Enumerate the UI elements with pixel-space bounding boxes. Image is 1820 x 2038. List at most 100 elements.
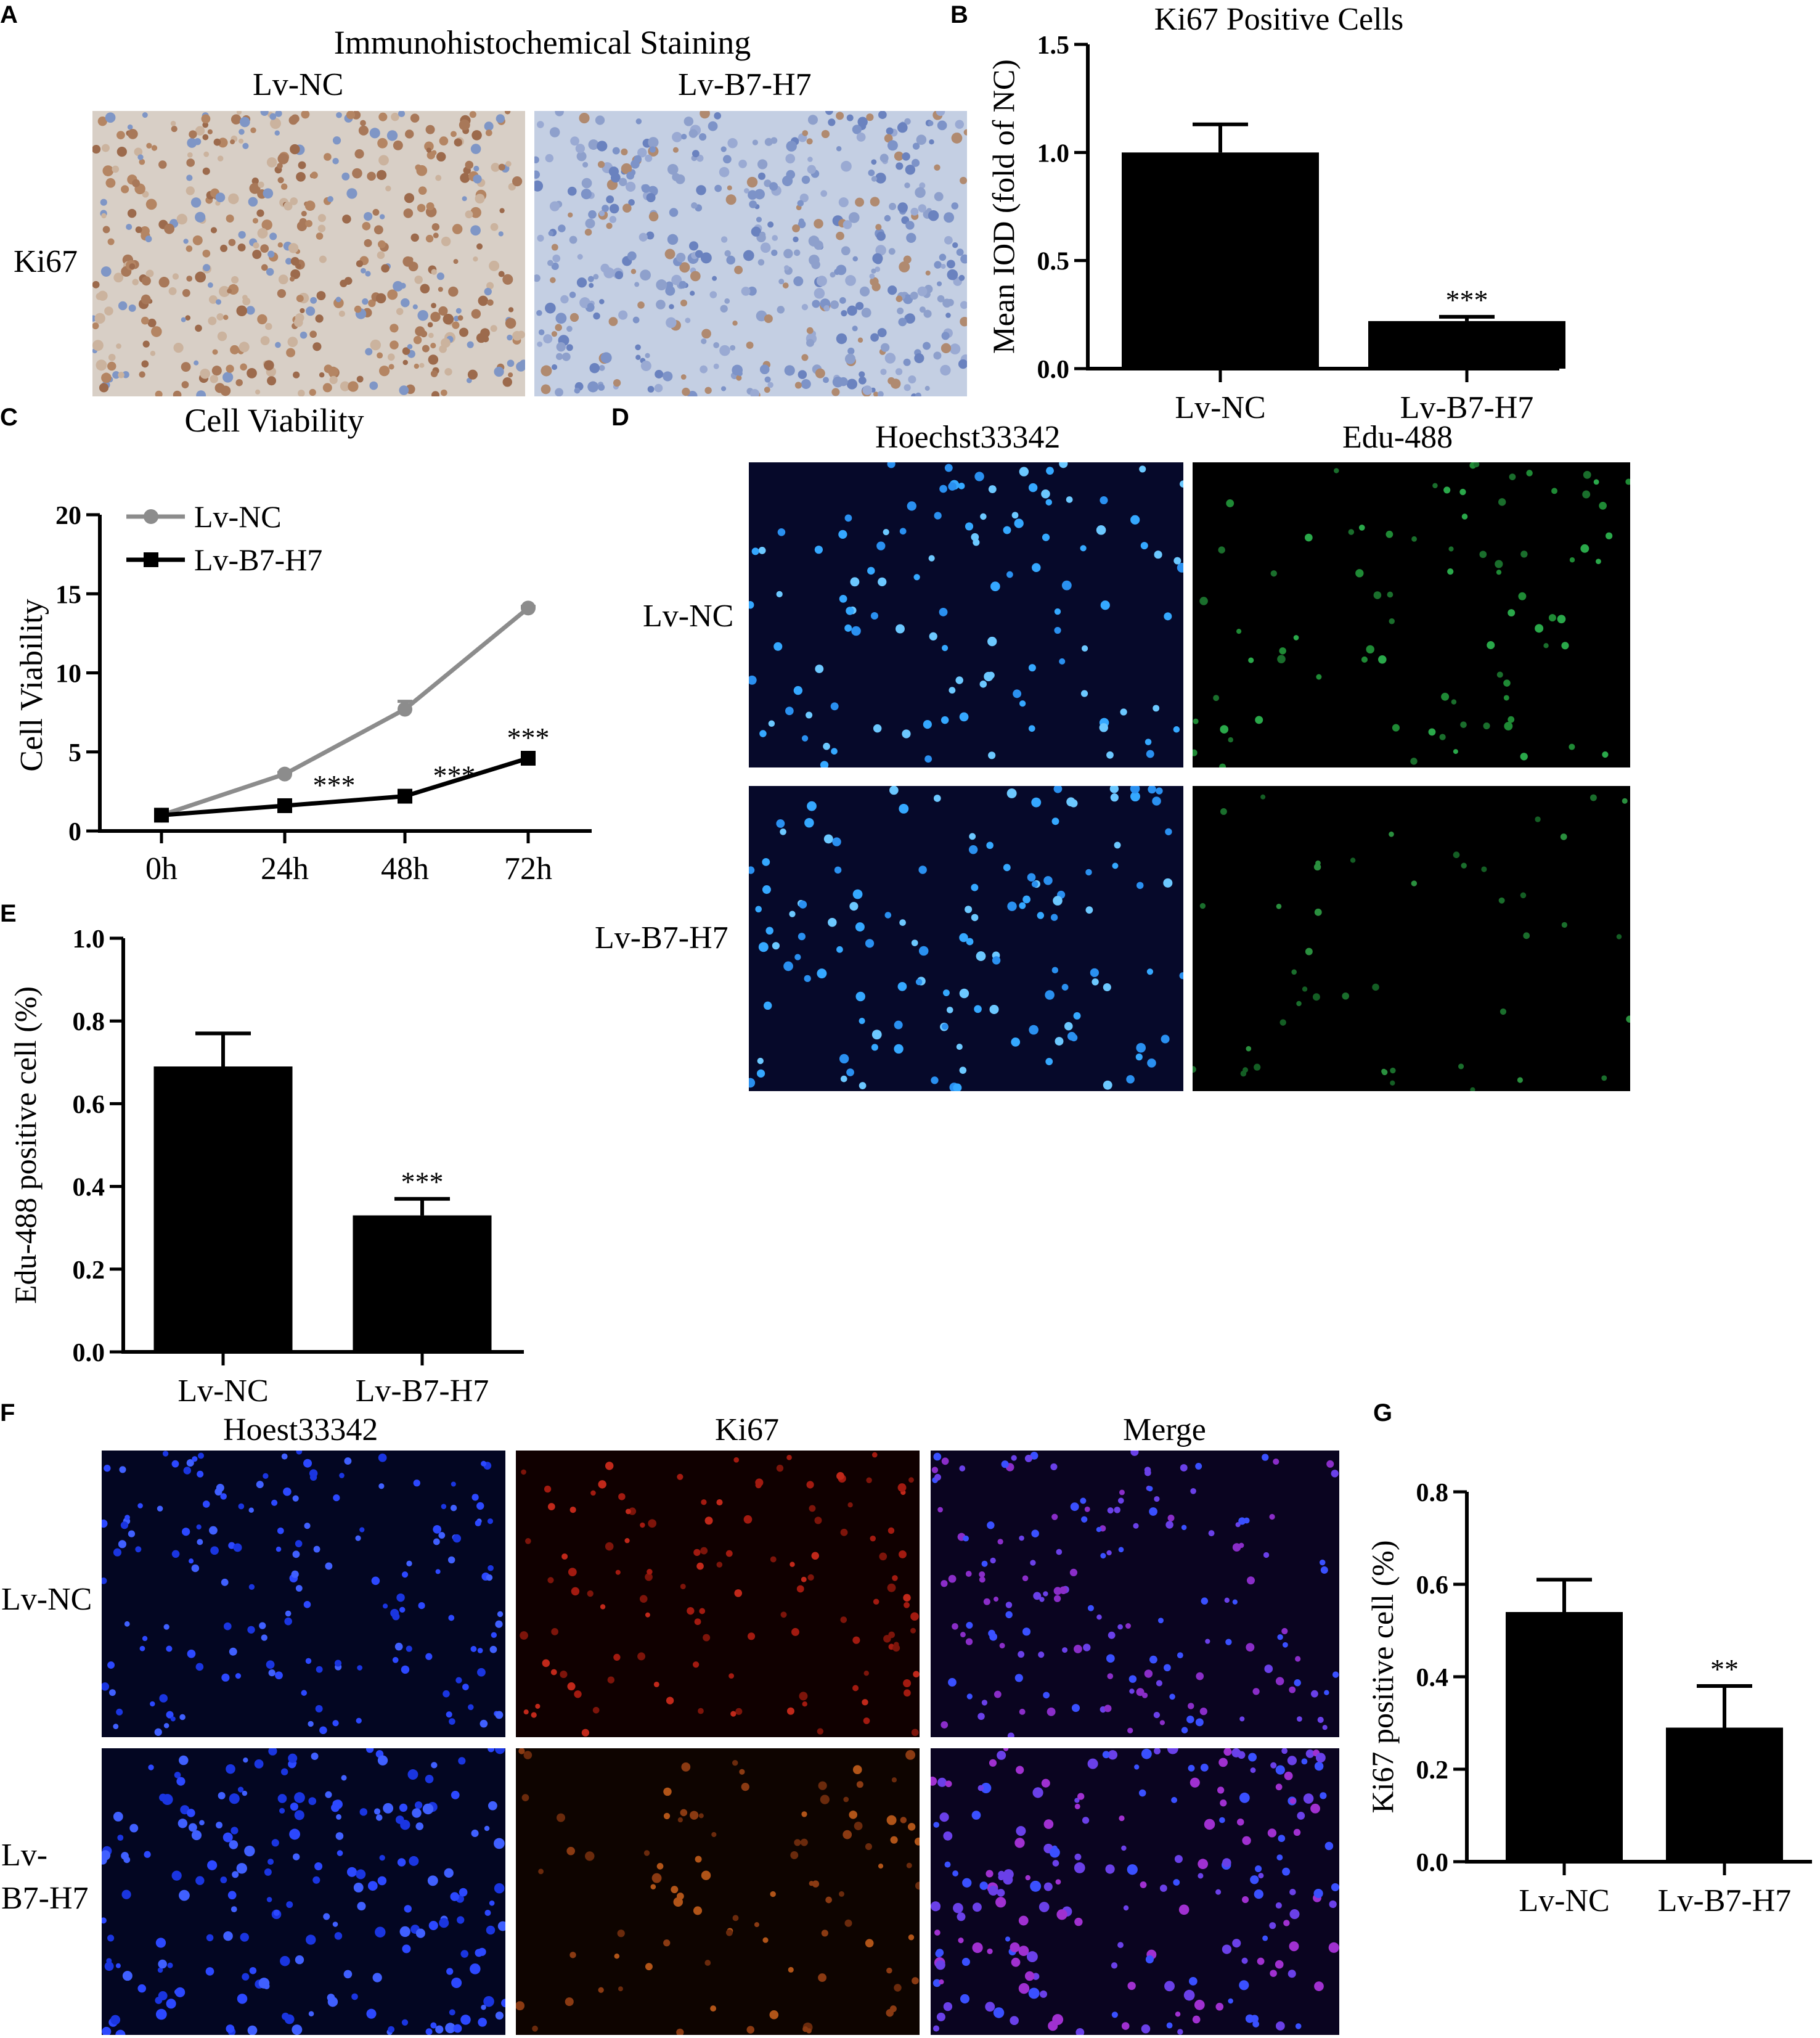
nucleus: [1500, 1008, 1507, 1015]
cell: [433, 232, 439, 239]
nucleus: [690, 1811, 699, 1820]
nucleus: [700, 1547, 708, 1555]
cell: [871, 159, 877, 165]
nucleus: [1270, 1970, 1277, 1977]
cell: [284, 202, 293, 211]
nucleus: [415, 1822, 424, 1830]
cell: [425, 125, 435, 134]
nucleus: [1277, 1634, 1283, 1640]
nucleus: [650, 1884, 656, 1890]
nucleus: [223, 1622, 232, 1631]
nucleus: [971, 1811, 981, 1820]
cell: [252, 250, 262, 260]
cell: [841, 160, 852, 172]
nucleus: [587, 1590, 594, 1597]
nucleus: [521, 1469, 526, 1475]
cell: [141, 316, 149, 325]
panel-b-letter: B: [950, 1, 968, 28]
nucleus: [277, 1794, 287, 1803]
nucleus: [847, 1502, 853, 1508]
nucleus: [945, 1780, 952, 1788]
nucleus: [102, 1917, 107, 1924]
cell: [555, 353, 563, 361]
cell: [671, 274, 682, 285]
nucleus: [987, 671, 995, 679]
nucleus: [357, 1902, 366, 1911]
nucleus: [605, 1462, 614, 1470]
cell: [300, 331, 308, 339]
cell: [431, 303, 436, 308]
nucleus: [1032, 1787, 1043, 1798]
cell: [730, 345, 736, 351]
nucleus: [1526, 470, 1533, 477]
cell: [847, 305, 857, 316]
cell: [393, 280, 403, 292]
nucleus: [412, 1808, 422, 1818]
nucleus: [481, 1460, 487, 1467]
cell: [588, 139, 599, 150]
nucleus: [1310, 1803, 1320, 1814]
cell: [293, 371, 300, 379]
nucleus: [406, 1560, 412, 1566]
cell: [713, 342, 720, 348]
cell: [537, 341, 543, 347]
nucleus: [1508, 609, 1516, 617]
nucleus: [1081, 1516, 1088, 1523]
cell: [905, 165, 916, 175]
nucleus: [178, 1819, 188, 1828]
nucleus: [1448, 546, 1454, 552]
nucleus: [637, 1652, 646, 1661]
nucleus: [977, 1713, 985, 1721]
nucleus: [1275, 1783, 1283, 1791]
y-tick-label: 5: [68, 739, 81, 767]
nucleus: [401, 2019, 409, 2026]
cell: [894, 151, 904, 161]
cell: [714, 184, 722, 192]
cell: [404, 193, 415, 203]
cell: [257, 227, 268, 239]
nucleus: [838, 1891, 845, 1897]
cell: [646, 231, 655, 240]
nucleus: [129, 1823, 139, 1833]
nucleus: [1164, 612, 1172, 621]
nucleus: [884, 912, 892, 919]
nucleus: [962, 1878, 972, 1888]
nucleus: [1334, 468, 1339, 473]
cell: [112, 371, 120, 379]
cell: [887, 140, 898, 151]
nucleus: [371, 1576, 380, 1586]
nucleus: [762, 885, 771, 894]
nucleus: [990, 581, 1000, 592]
nucleus: [1051, 817, 1059, 825]
cell: [566, 325, 573, 332]
nucleus: [271, 1839, 279, 1847]
point-1-1: [277, 798, 292, 813]
nucleus: [1381, 1068, 1387, 1074]
nucleus: [197, 1452, 205, 1459]
cell: [587, 276, 594, 282]
cell: [296, 295, 304, 303]
nucleus: [809, 1881, 814, 1886]
nucleus: [749, 1078, 756, 1088]
nucleus: [913, 574, 920, 581]
cell: [634, 282, 640, 287]
nucleus: [1329, 1900, 1337, 1909]
nucleus: [157, 1505, 163, 1512]
cell: [910, 207, 919, 216]
cell: [194, 360, 199, 366]
cell: [609, 216, 617, 223]
y-tick-label: 0.0: [73, 1339, 105, 1367]
cell: [418, 186, 427, 195]
nucleus: [969, 833, 976, 840]
x-tick-label: Lv-B7-H7: [1658, 1883, 1792, 1918]
nucleus: [471, 1494, 479, 1501]
cell: [375, 293, 386, 304]
nucleus: [1177, 2029, 1183, 2035]
cell: [295, 313, 304, 322]
nucleus: [955, 676, 963, 684]
nucleus: [1496, 671, 1503, 678]
nucleus: [856, 1781, 863, 1788]
cell: [322, 383, 332, 393]
nucleus: [997, 1889, 1005, 1897]
nucleus: [457, 1916, 465, 1924]
